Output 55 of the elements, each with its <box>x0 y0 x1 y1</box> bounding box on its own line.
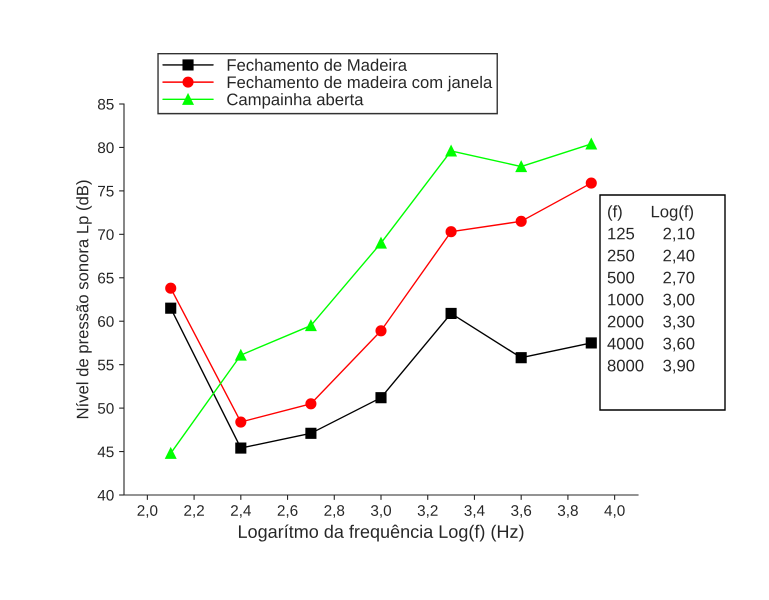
x-tick-label: 2,6 <box>278 505 298 518</box>
x-tick-label: 4,0 <box>604 505 625 518</box>
x-tick-label: 2,4 <box>230 505 251 518</box>
x-tick-label: 2,8 <box>324 505 344 518</box>
annotation: (f) Log(f) <box>608 205 694 221</box>
x-tick-label: 3,4 <box>464 505 485 518</box>
x-axis-title: Logarítmo da frequência Log(f) (Hz) <box>238 524 524 542</box>
x-tick-label: 2,0 <box>138 505 158 518</box>
y-tick-label: 40 <box>98 490 114 501</box>
x-tick-label: 3,6 <box>511 505 532 518</box>
x-tick-label: 3,8 <box>558 505 578 518</box>
y-tick-label: 85 <box>98 98 114 110</box>
point <box>305 428 316 439</box>
legend-label: Fechamento de Madeira <box>228 58 408 71</box>
point <box>305 320 316 332</box>
x-tick-label: 3,0 <box>370 505 392 518</box>
legend-label: Fechamento de madeira com janela <box>228 76 492 92</box>
point <box>516 216 527 227</box>
annotation: 4000 3,60 <box>607 338 694 352</box>
point <box>235 442 246 454</box>
point <box>375 325 387 336</box>
point <box>235 416 246 428</box>
point <box>516 352 527 364</box>
y-tick-label: 50 <box>98 402 114 414</box>
annotation: 8000 3,90 <box>608 360 694 374</box>
point <box>305 398 316 410</box>
point <box>516 161 527 172</box>
x-tick-label: 3,2 <box>418 505 438 518</box>
y-tick-label: 80 <box>98 142 114 154</box>
annotation: 500 2,70 <box>608 272 694 286</box>
point <box>165 302 176 314</box>
x-tick-label: 2,2 <box>184 505 204 518</box>
point <box>586 337 597 348</box>
point <box>165 448 176 459</box>
y-tick-label: 70 <box>98 229 114 240</box>
point <box>235 350 246 361</box>
point <box>446 145 457 156</box>
y-tick-label: 65 <box>98 272 114 284</box>
y-tick-label: 55 <box>98 360 114 370</box>
y-tick-label: 45 <box>98 446 114 458</box>
annotation: 1000 3,00 <box>608 294 694 308</box>
point <box>375 392 387 404</box>
annotation: 125 2,10 <box>608 228 694 242</box>
point <box>375 237 387 249</box>
point <box>586 138 597 150</box>
point <box>446 308 457 319</box>
point <box>586 178 597 189</box>
annotation: 250 2,40 <box>608 250 694 264</box>
point <box>165 282 176 294</box>
point <box>446 226 457 238</box>
y-tick-label: 75 <box>98 186 114 197</box>
y-tick-label: 60 <box>98 316 114 327</box>
annotation: 2000 3,30 <box>608 316 694 330</box>
y-axis-title: Nível de pressão sonora Lp (dB) <box>76 180 92 418</box>
legend-label: Campainha aberta <box>227 93 364 109</box>
